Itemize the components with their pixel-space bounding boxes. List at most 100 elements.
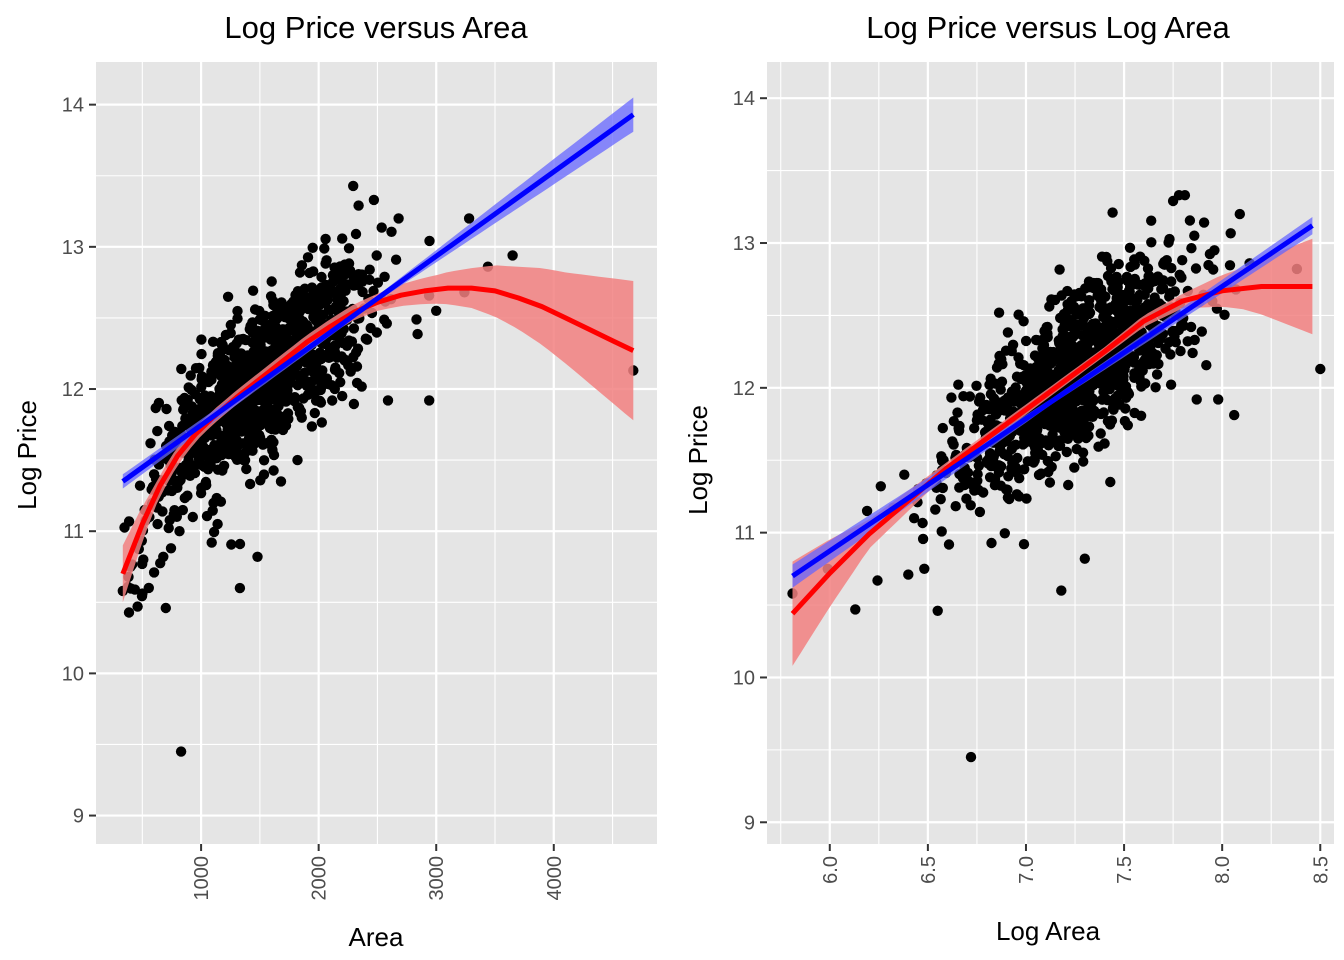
- scatter-point: [953, 379, 964, 390]
- scatter-point: [163, 522, 174, 534]
- scatter-point: [254, 314, 265, 325]
- scatter-point: [226, 539, 237, 550]
- scatter-point: [294, 371, 305, 382]
- scatter-point: [265, 291, 277, 302]
- scatter-point: [943, 539, 955, 550]
- scatter-point: [311, 358, 322, 369]
- scatter-point: [1113, 360, 1124, 371]
- scatter-point: [239, 409, 250, 420]
- scatter-point: [222, 363, 233, 374]
- scatter-point: [1063, 479, 1074, 491]
- scatter-point: [1060, 415, 1071, 427]
- scatter-point: [350, 228, 362, 240]
- scatter-point: [965, 500, 976, 511]
- scatter-point: [188, 405, 199, 417]
- scatter-point: [1167, 195, 1179, 207]
- poly-fit-confidence-band: [792, 238, 1313, 666]
- scatter-point: [257, 439, 269, 450]
- scatter-point: [1046, 294, 1057, 305]
- scatter-point: [1013, 309, 1024, 320]
- scatter-point: [1086, 335, 1098, 346]
- scatter-point: [1156, 276, 1167, 287]
- scatter-point: [1096, 251, 1108, 262]
- scatter-point: [850, 604, 861, 615]
- scatter-point: [412, 328, 423, 340]
- scatter-point: [327, 276, 339, 287]
- scatter-point: [424, 395, 435, 406]
- scatter-point: [343, 335, 355, 346]
- scatter-point: [1106, 276, 1117, 287]
- scatter-point: [1087, 325, 1098, 337]
- scatter-point: [178, 404, 189, 415]
- scatter-point: [132, 601, 143, 612]
- scatter-point: [1104, 368, 1116, 379]
- scatter-point: [292, 380, 303, 391]
- scatter-point: [310, 306, 321, 317]
- scatter-point: [1071, 395, 1083, 407]
- scatter-point: [1032, 335, 1043, 346]
- scatter-point: [1042, 455, 1054, 467]
- scatter-point: [352, 280, 364, 291]
- scatter-point: [1177, 255, 1188, 266]
- scatter-point: [899, 469, 910, 480]
- scatter-point: [213, 357, 224, 369]
- scatter-point: [1189, 230, 1200, 241]
- scatter-point: [1033, 469, 1045, 481]
- scatter-point: [972, 475, 983, 486]
- scatter-point: [337, 390, 348, 402]
- scatter-point: [984, 472, 996, 483]
- scatter-point: [276, 297, 287, 308]
- scatter-point: [258, 410, 270, 421]
- scatter-point: [177, 504, 188, 516]
- scatter-point: [1078, 456, 1089, 467]
- scatter-point: [1013, 352, 1024, 363]
- scatter-point: [932, 605, 943, 616]
- scatter-point: [335, 377, 346, 388]
- scatter-point: [220, 448, 231, 459]
- scatter-point: [254, 332, 265, 343]
- x-axis-title: Log Area: [996, 916, 1101, 946]
- scatter-point: [985, 389, 997, 400]
- scatter-point: [296, 260, 308, 271]
- scatter-point: [348, 351, 359, 363]
- scatter-point: [1229, 409, 1240, 421]
- scatter-point: [316, 417, 327, 428]
- scatter-point: [1107, 207, 1118, 218]
- scatter-point: [1119, 295, 1131, 307]
- scatter-point: [222, 291, 234, 302]
- scatter-point: [959, 479, 970, 491]
- scatter-point: [221, 432, 232, 443]
- scatter-point: [319, 243, 330, 254]
- y-tick-label: 12: [733, 378, 755, 400]
- scatter-point: [234, 538, 246, 550]
- scatter-point: [1122, 305, 1133, 317]
- scatter-point: [861, 505, 873, 517]
- scatter-point: [1073, 343, 1085, 354]
- scatter-point: [229, 352, 240, 363]
- scatter-point: [258, 469, 270, 480]
- scatter-point: [152, 518, 163, 530]
- y-axis-title: Log Price: [12, 400, 42, 510]
- scatter-point: [393, 213, 404, 224]
- scatter-point: [1062, 316, 1073, 327]
- scatter-point: [268, 465, 279, 476]
- scatter-point: [182, 490, 193, 501]
- scatter-point: [1077, 330, 1088, 341]
- scatter-point: [236, 358, 247, 370]
- scatter-point: [1143, 359, 1155, 370]
- scatter-point: [1105, 476, 1116, 488]
- y-tick-label: 14: [62, 95, 84, 117]
- scatter-point: [974, 506, 986, 518]
- scatter-point: [1149, 292, 1160, 303]
- scatter-point: [1000, 398, 1012, 409]
- x-tick-label: 4000: [544, 856, 566, 901]
- scatter-point: [1079, 553, 1091, 564]
- scatter-point: [129, 584, 141, 595]
- scatter-point: [238, 371, 249, 382]
- scatter-point: [993, 307, 1005, 318]
- scatter-point: [316, 378, 327, 390]
- x-tick-label: 2000: [309, 856, 331, 901]
- scatter-point: [196, 334, 207, 345]
- scatter-point: [1225, 228, 1236, 239]
- data-marks: [787, 190, 1326, 763]
